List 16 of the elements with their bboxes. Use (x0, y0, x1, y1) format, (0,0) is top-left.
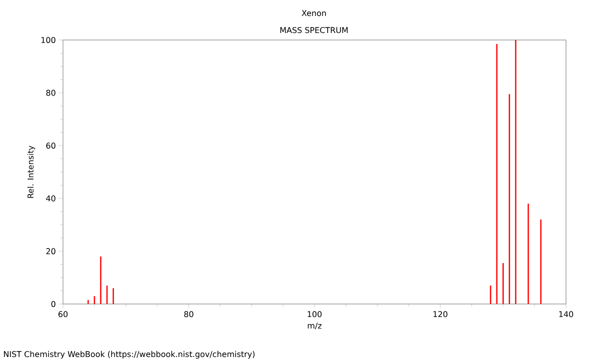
y-tick-label: 0 (51, 300, 56, 308)
chart-title: Xenon (302, 10, 326, 16)
x-tick-label: 140 (559, 311, 574, 318)
x-tick-label: 80 (184, 311, 194, 318)
y-tick-label: 100 (41, 36, 56, 44)
y-tick-label: 20 (46, 248, 56, 254)
chart-subtitle: MASS SPECTRUM (280, 27, 348, 34)
x-tick-label: 100 (308, 311, 322, 318)
x-tick-label: 120 (433, 311, 448, 318)
y-tick-label: 60 (46, 142, 56, 149)
text: NIST Chemistry WebBook (https://webbook.nist.gov/chemistry) (4, 350, 255, 359)
x-tick-label: 60 (58, 311, 68, 318)
x-axis-title: m/z (308, 322, 322, 330)
y-axis-title: Rel. Intensity (27, 146, 36, 198)
y-tick-label: 40 (46, 195, 56, 202)
y-tick-label: 80 (46, 90, 56, 96)
